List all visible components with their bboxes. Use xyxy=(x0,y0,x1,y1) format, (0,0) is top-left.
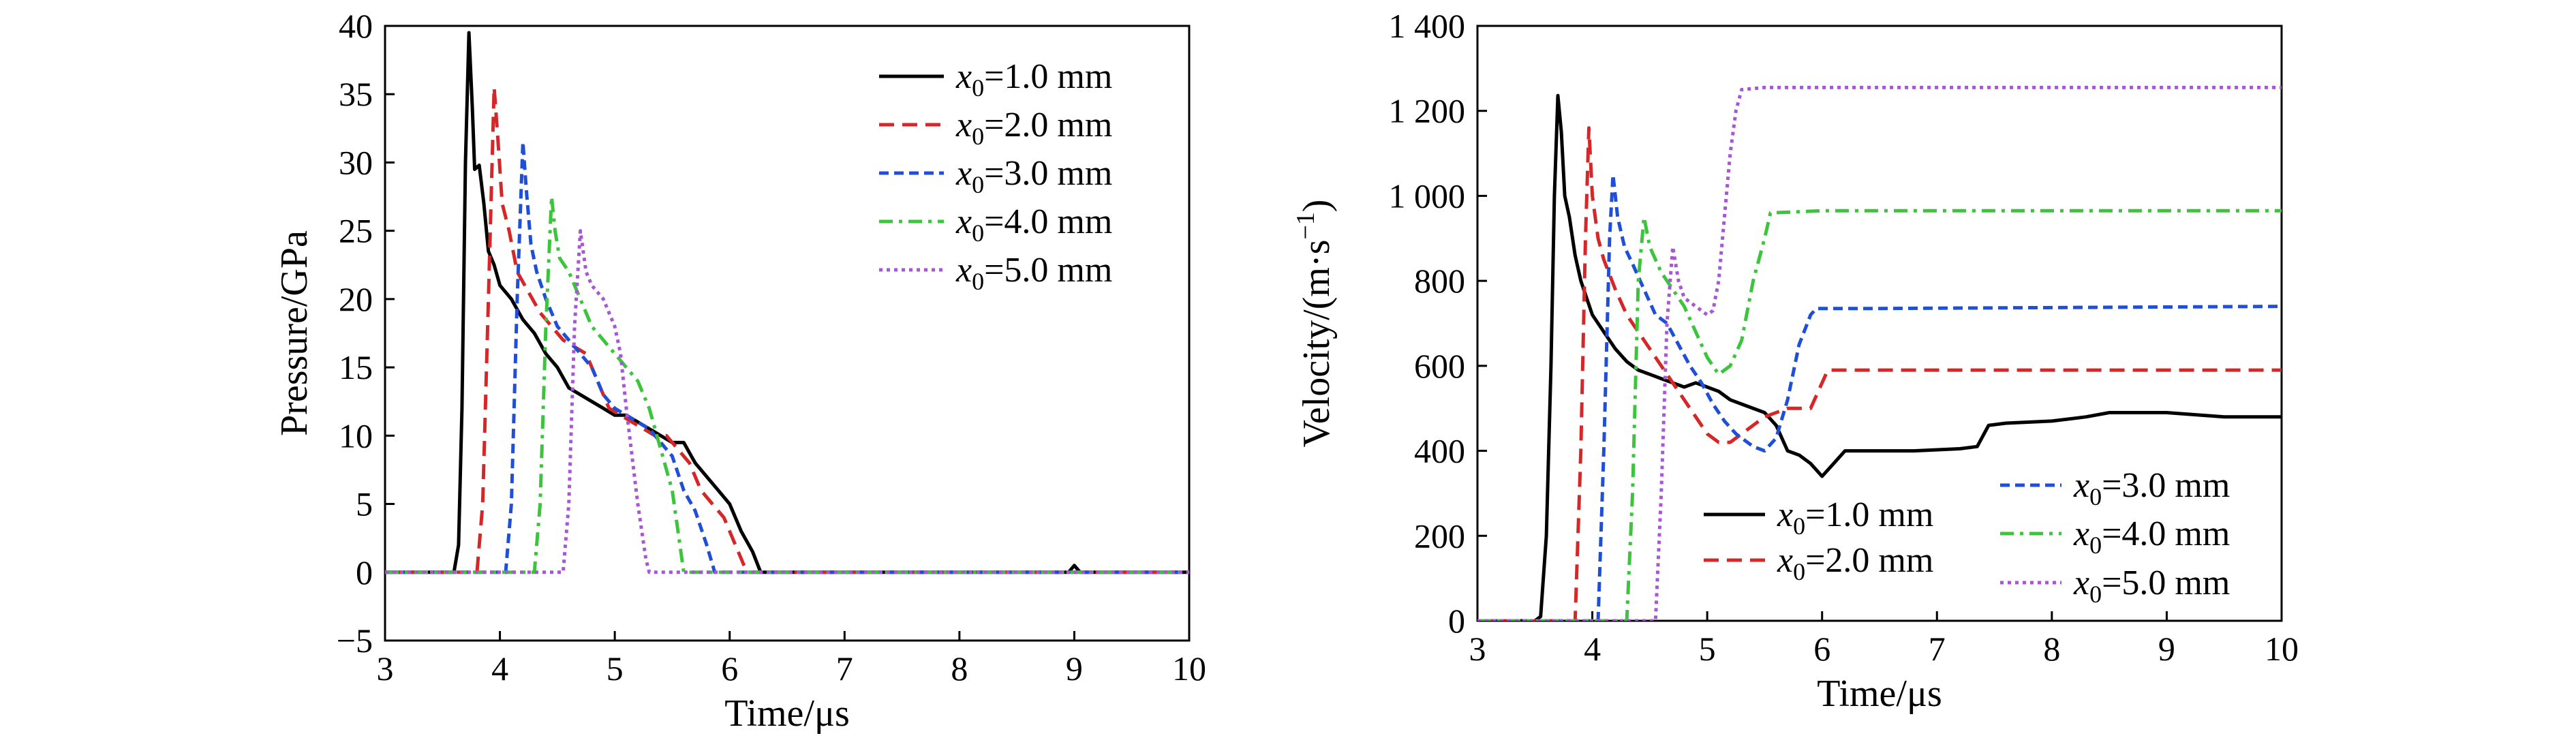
x-tick-label: 8 xyxy=(951,649,968,688)
y-axis-label: Velocity/(m·s−1) xyxy=(1291,200,1338,448)
legend-label-1: x0=1.0 mm xyxy=(1777,495,1933,540)
x-tick-label: 7 xyxy=(836,649,853,688)
y-tick-label: 600 xyxy=(1414,347,1465,385)
x-tick-label: 4 xyxy=(1584,630,1601,668)
series-line-5 xyxy=(1477,85,2282,621)
x-tick-label: 9 xyxy=(2158,630,2175,668)
y-tick-label: 200 xyxy=(1414,517,1465,555)
series-line-3 xyxy=(385,140,1189,574)
y-tick-label: 40 xyxy=(339,7,373,45)
y-tick-label: 1 000 xyxy=(1389,176,1466,215)
legend-label-4: x0=4.0 mm xyxy=(955,202,1112,247)
y-tick-label: 30 xyxy=(339,143,373,181)
y-tick-label: 5 xyxy=(356,485,373,523)
y-tick-label: 0 xyxy=(356,553,373,591)
legend-label-2: x0=2.0 mm xyxy=(955,106,1112,150)
x-axis-label: Time/μs xyxy=(1817,673,1942,715)
y-tick-label: −5 xyxy=(337,621,373,660)
x-tick-label: 8 xyxy=(2043,630,2060,668)
x-tick-label: 5 xyxy=(607,649,624,688)
y-tick-label: 1 400 xyxy=(1389,7,1466,45)
legend-label-3: x0=3.0 mm xyxy=(955,154,1112,198)
x-tick-label: 10 xyxy=(2265,630,2299,668)
series-line-4 xyxy=(1477,209,2282,621)
legend-label-3: x0=3.0 mm xyxy=(2073,466,2230,510)
series-line-3 xyxy=(1477,172,2282,621)
y-tick-label: 10 xyxy=(339,416,373,455)
x-tick-label: 9 xyxy=(1066,649,1083,688)
plot-frame xyxy=(1476,25,2283,622)
x-tick-label: 7 xyxy=(1929,630,1946,668)
series-line-2 xyxy=(1477,126,2282,621)
y-axis-label: Pressure/GPa xyxy=(273,230,316,436)
x-tick-label: 6 xyxy=(1813,630,1830,668)
x-tick-label: 10 xyxy=(1172,649,1206,688)
legend-label-5: x0=5.0 mm xyxy=(2073,564,2230,608)
legend-label-5: x0=5.0 mm xyxy=(955,251,1112,295)
x-tick-label: 3 xyxy=(377,649,394,688)
y-tick-label: 1 200 xyxy=(1389,92,1466,130)
y-tick-label: 400 xyxy=(1414,432,1465,470)
x-tick-label: 3 xyxy=(1469,630,1486,668)
series-line-5 xyxy=(385,229,1189,574)
legend-label-1: x0=1.0 mm xyxy=(955,57,1112,102)
x-axis-label: Time/μs xyxy=(724,692,850,735)
velocity-chart: 3 4 5 6 7 8 9 10 0 200 400 600 800 1 000 1 200 1 400 Tim… xyxy=(1291,7,2299,715)
series-line-2 xyxy=(385,85,1189,574)
x-tick-label: 6 xyxy=(721,649,738,688)
series-line-1 xyxy=(385,31,1189,574)
y-tick-label: 800 xyxy=(1414,262,1465,300)
x-tick-label: 4 xyxy=(491,649,508,688)
legend-label-2: x0=2.0 mm xyxy=(1777,541,1933,585)
series-line-4 xyxy=(385,195,1189,574)
pressure-chart: 3 4 5 6 7 8 9 10 −5 0 5 10 15 20 25 30 35 40 Time/μs Pressu… xyxy=(273,7,1206,735)
y-tick-label: 0 xyxy=(1448,602,1465,640)
plot-frame xyxy=(384,25,1191,642)
y-tick-label: 20 xyxy=(339,280,373,318)
y-tick-label: 25 xyxy=(339,212,373,250)
x-tick-label: 5 xyxy=(1699,630,1716,668)
legend-label-4: x0=4.0 mm xyxy=(2073,514,2230,559)
y-tick-label: 15 xyxy=(339,348,373,386)
y-tick-label: 35 xyxy=(339,75,373,113)
series-line-1 xyxy=(1477,93,2282,621)
